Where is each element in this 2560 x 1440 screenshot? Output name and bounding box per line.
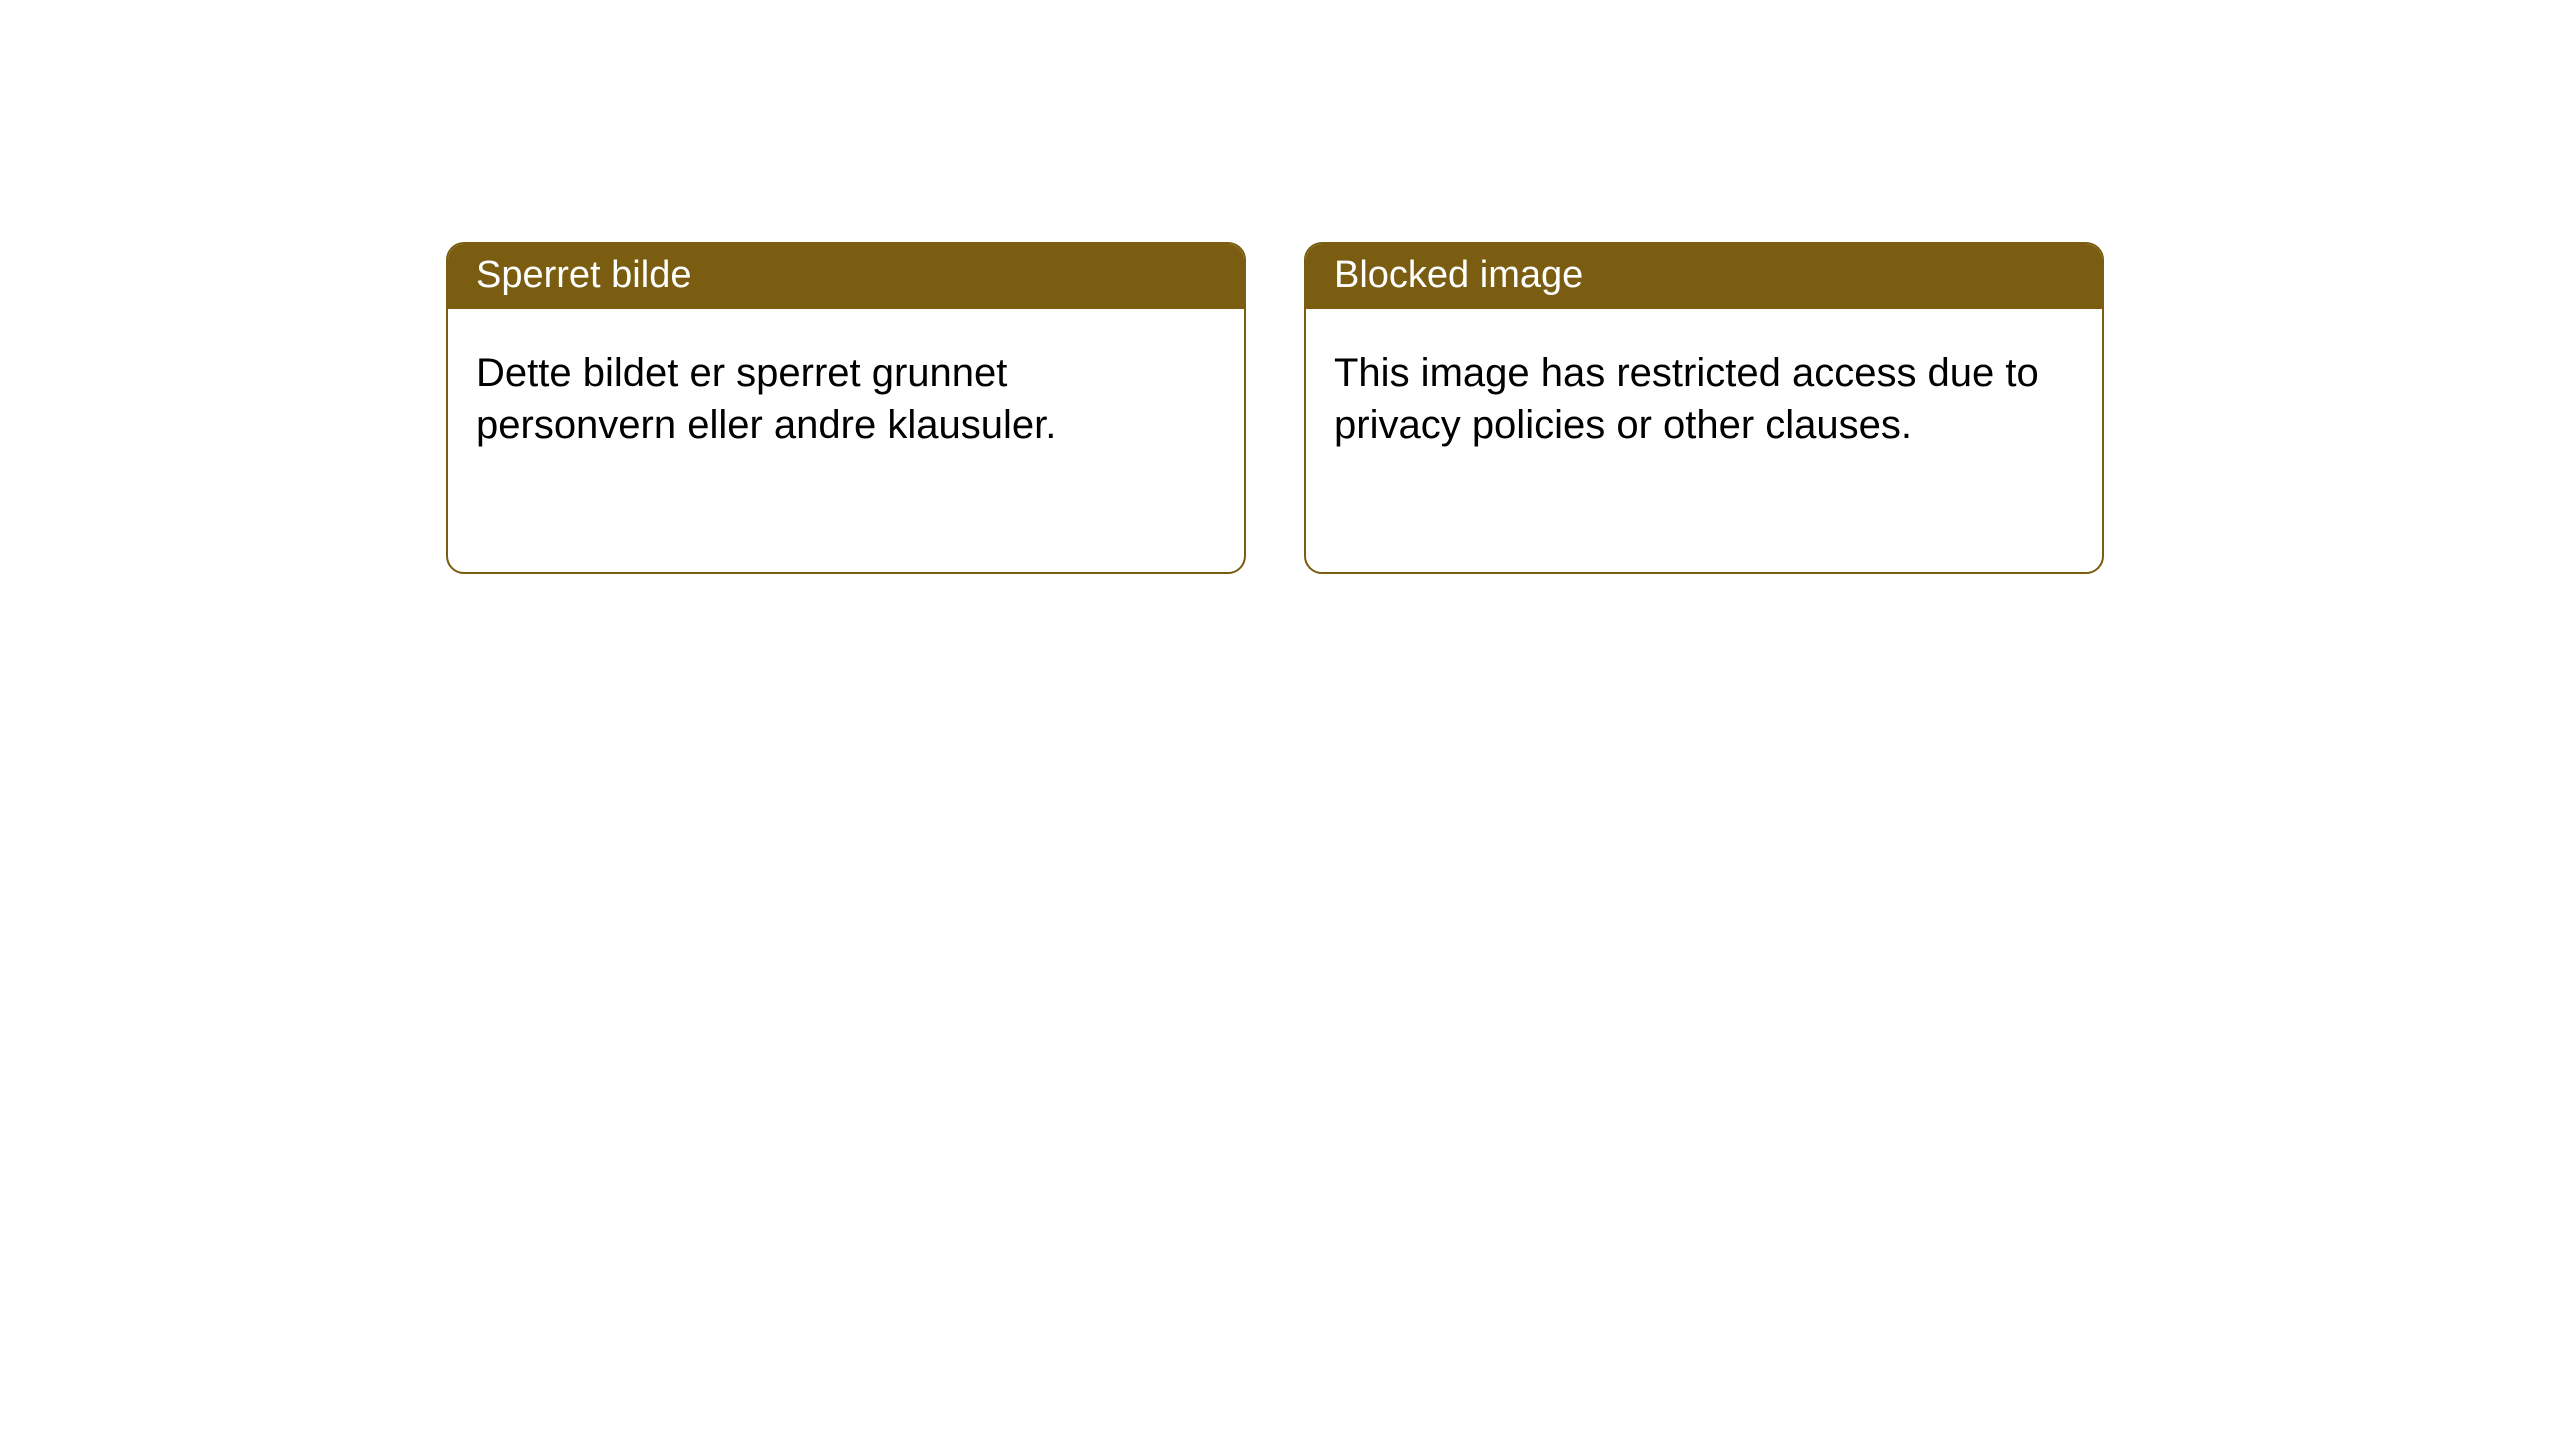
notice-body-norwegian: Dette bildet er sperret grunnet personve… [448,309,1244,489]
notice-header-english: Blocked image [1306,244,2102,309]
notice-header-norwegian: Sperret bilde [448,244,1244,309]
notice-title-norwegian: Sperret bilde [476,254,691,296]
notice-box-norwegian: Sperret bilde Dette bildet er sperret gr… [446,242,1246,574]
notice-text-norwegian: Dette bildet er sperret grunnet personve… [476,351,1056,447]
notice-container: Sperret bilde Dette bildet er sperret gr… [0,0,2560,574]
notice-title-english: Blocked image [1334,254,1583,296]
notice-box-english: Blocked image This image has restricted … [1304,242,2104,574]
notice-text-english: This image has restricted access due to … [1334,351,2039,447]
notice-body-english: This image has restricted access due to … [1306,309,2102,489]
